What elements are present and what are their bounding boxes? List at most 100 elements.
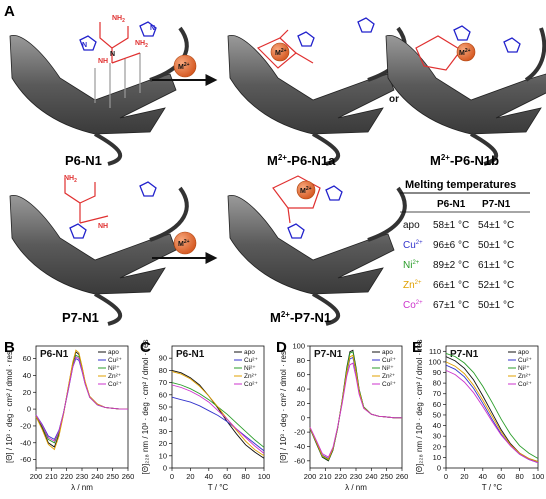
table-row-label-co: Co2+ <box>403 300 423 311</box>
y-tick-label-c-0: 0 <box>163 464 167 473</box>
y-tick-label-c-50: 50 <box>159 403 167 412</box>
y-tick-label-c-10: 10 <box>159 451 167 460</box>
series-line-c-2 <box>171 382 265 448</box>
caption-m-p7n1: M2+-P7-N1 <box>270 310 331 325</box>
x-tick-label-c-60: 60 <box>223 472 231 481</box>
hairpin-m-p6n1a <box>227 17 407 166</box>
caption-p7n1: P7-N1 <box>62 310 99 325</box>
x-tick-label-d-200: 200 <box>304 472 317 481</box>
x-axis-label-c: T / °C <box>208 483 229 492</box>
atom-nh-p7: NH <box>98 223 108 230</box>
table-cell-p6-zn: 66±1 °C <box>433 280 469 291</box>
y-tick-label-b-20: 20 <box>23 388 31 397</box>
x-tick-label-e-20: 20 <box>460 472 468 481</box>
x-tick-label-b-210: 210 <box>45 472 58 481</box>
x-tick-label-c-0: 0 <box>170 472 174 481</box>
x-axis-label-e: T / °C <box>482 483 503 492</box>
table-cell-p6-apo: 58±1 °C <box>433 220 469 231</box>
x-tick-label-d-250: 250 <box>380 472 393 481</box>
atom-n-top: N <box>110 51 115 58</box>
metal-label-top: M2+ <box>178 62 190 71</box>
table-cell-p7-apo: 54±1 °C <box>478 220 514 231</box>
atom-n-imid-left: N <box>82 42 87 49</box>
chart-b: B 200 210 220 230 240 250 260 -60 -40 -20 0 20 40 60 λ … <box>4 339 134 492</box>
atom-nh2-mid: NH2 <box>135 40 148 49</box>
chart-title-e: P7-N1 <box>450 349 479 360</box>
y-tick-label-e-110: 110 <box>429 347 441 356</box>
x-tick-label-e-100: 100 <box>532 472 545 481</box>
y-tick-label-d-0: 0 <box>301 413 305 422</box>
y-axis-label-b: [Θ] / 10³ · deg · cm² / dmol · res <box>5 351 14 463</box>
table-col-p7n1: P7-N1 <box>482 199 511 210</box>
x-tick-label-e-40: 40 <box>479 472 487 481</box>
y-tick-label-c-30: 30 <box>159 427 167 436</box>
metal-ion-reagent-bottom <box>173 231 197 255</box>
y-axis-label-e: [Θ]₂₂₈ nm / 10³ · deg · cm² / dmol · res <box>415 340 424 475</box>
table-col-p6n1: P6-N1 <box>437 199 466 210</box>
legend-label-b-1: Cu²⁺ <box>108 357 122 364</box>
y-tick-label-b-0: 0 <box>27 405 31 414</box>
series-line-e-3 <box>445 361 539 463</box>
legend-label-c-4: Co²⁺ <box>244 381 258 388</box>
series-line-c-4 <box>171 384 265 454</box>
x-tick-label-e-80: 80 <box>515 472 523 481</box>
legend-label-c-0: apo <box>244 349 255 356</box>
metal-label-p7: M2+ <box>300 186 312 195</box>
y-tick-label-c-20: 20 <box>159 439 167 448</box>
atom-n-imid-right: N <box>150 25 155 32</box>
legend-label-e-1: Cu²⁺ <box>518 357 532 364</box>
legend-label-d-1: Cu²⁺ <box>382 357 396 364</box>
legend-label-d-0: apo <box>382 349 393 356</box>
atom-nh2-p7: NH2 <box>64 175 77 184</box>
or-label: or <box>389 94 399 105</box>
y-tick-label-c-40: 40 <box>159 415 167 424</box>
y-tick-label-b--40: -40 <box>20 438 31 447</box>
hairpin-m-p7n1 <box>227 175 407 326</box>
chart-d: D 200 210 220 230 240 250 260 -60 -40 -20 0 20 40 60 80… <box>276 339 408 492</box>
x-tick-label-c-80: 80 <box>241 472 249 481</box>
table-row-label-apo: apo <box>403 220 420 231</box>
y-tick-label-e-100: 100 <box>428 357 441 366</box>
series-line-e-4 <box>445 369 539 464</box>
y-tick-label-c-60: 60 <box>159 390 167 399</box>
y-tick-label-d--20: -20 <box>294 428 305 437</box>
y-tick-label-e-60: 60 <box>433 400 441 409</box>
y-tick-label-d--60: -60 <box>294 456 305 465</box>
table-cell-p6-co: 67±1 °C <box>433 300 469 311</box>
x-tick-label-b-200: 200 <box>30 472 43 481</box>
y-tick-label-c-90: 90 <box>159 354 167 363</box>
series-line-e-2 <box>445 352 539 459</box>
table-row-label-ni: Ni2+ <box>403 260 420 271</box>
chart-e: E0 20 40 60 80 1000102030405060708090100110T … <box>412 339 544 492</box>
x-tick-label-b-240: 240 <box>91 472 104 481</box>
legend-label-b-0: apo <box>108 349 119 356</box>
x-tick-label-d-230: 230 <box>350 472 363 481</box>
caption-m-p6n1a: M2+-P6-N1a <box>267 153 336 168</box>
series-line-d-4 <box>309 362 402 458</box>
x-tick-label-e-0: 0 <box>444 472 448 481</box>
y-tick-label-b--60: -60 <box>20 455 31 464</box>
table-cell-p7-ni: 61±1 °C <box>478 260 514 271</box>
legend-label-b-3: Zn²⁺ <box>108 373 122 380</box>
y-tick-label-d--40: -40 <box>294 442 305 451</box>
y-tick-label-e-50: 50 <box>433 410 441 419</box>
x-tick-label-c-100: 100 <box>258 472 271 481</box>
y-tick-label-e-80: 80 <box>433 379 441 388</box>
legend-label-c-2: Ni²⁺ <box>244 365 256 372</box>
y-tick-label-d-100: 100 <box>292 342 305 351</box>
hairpin-m-p6n1b <box>385 25 546 166</box>
hairpin-p6n1 <box>9 21 189 166</box>
metal-label-a: M2+ <box>275 48 287 57</box>
x-tick-label-d-210: 210 <box>319 472 332 481</box>
legend-label-d-3: Zn²⁺ <box>382 373 396 380</box>
y-tick-label-e-70: 70 <box>433 389 441 398</box>
legend-label-e-2: Ni²⁺ <box>518 365 530 372</box>
table-cell-p6-cu: 96±6 °C <box>433 240 469 251</box>
atom-nh-top: NH <box>98 58 108 65</box>
legend-label-e-3: Zn²⁺ <box>518 373 532 380</box>
legend-label-d-2: Ni²⁺ <box>382 365 394 372</box>
y-tick-label-d-40: 40 <box>297 385 305 394</box>
legend-label-b-2: Ni²⁺ <box>108 365 120 372</box>
legend-label-d-4: Co²⁺ <box>382 381 396 388</box>
panel-label-e: E <box>412 339 422 356</box>
